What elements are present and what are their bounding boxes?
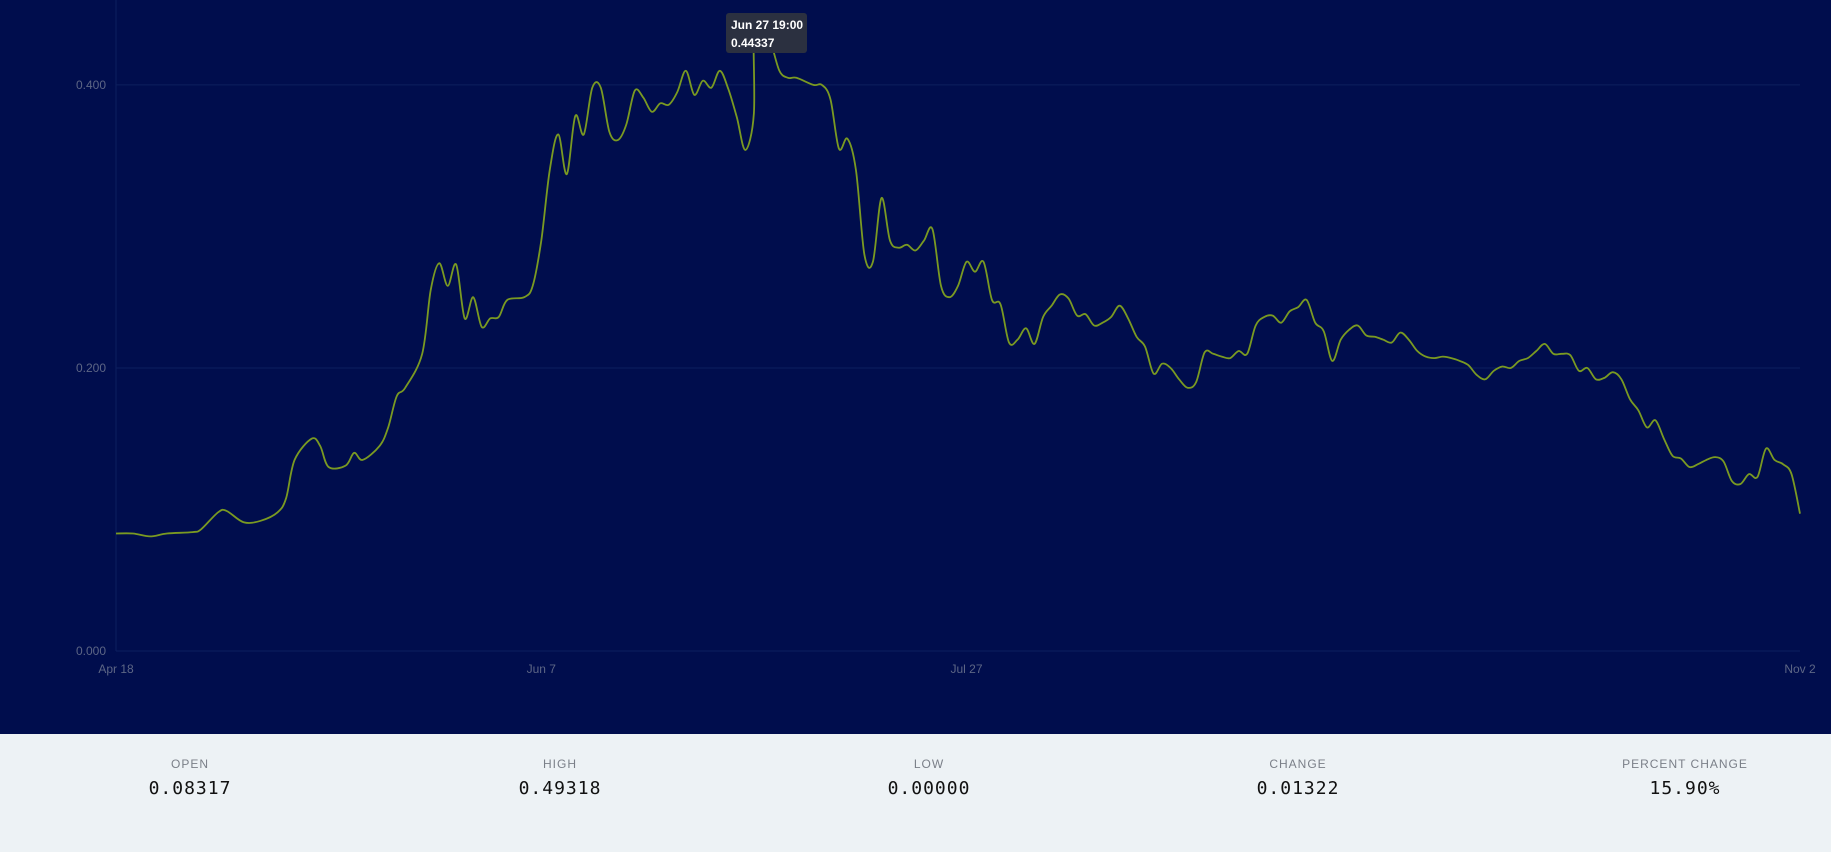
chart-area[interactable]: 0.000 0.200 0.400 Apr 18 Jun 7 Jul 27 Nov 2 J…	[0, 0, 1831, 734]
grid-lines	[116, 84, 1800, 369]
y-tick-label: 0.200	[76, 361, 106, 375]
stat-open: OPEN 0.08317	[60, 756, 320, 799]
x-axis-ticks: Apr 18 Jun 7 Jul 27 Nov 2	[98, 662, 1816, 676]
stat-label-open: OPEN	[170, 757, 209, 771]
stat-low: LOW 0.00000	[799, 756, 1059, 799]
stat-value-high: 0.49318	[518, 778, 602, 799]
tooltip-date: Jun 27 19:00	[731, 18, 804, 32]
y-axis-ticks: 0.000 0.200 0.400	[76, 78, 106, 658]
stat-value-change: 0.01322	[1256, 778, 1340, 799]
x-tick-label: Jul 27	[950, 662, 982, 676]
tooltip-value: 0.44337	[731, 36, 775, 50]
x-tick-label: Jun 7	[527, 662, 557, 676]
series-group[interactable]	[115, 15, 1801, 538]
stat-label-low: LOW	[913, 757, 945, 771]
chart-tooltip: Jun 27 19:00 0.44337	[726, 13, 807, 53]
x-tick-label: Apr 18	[98, 662, 134, 676]
stat-value-open: 0.08317	[148, 778, 232, 799]
stat-value-low: 0.00000	[887, 778, 971, 799]
y-tick-label: 0.400	[76, 78, 106, 92]
stat-percent-change: PERCENT CHANGE 15.90%	[1555, 756, 1815, 799]
stat-label-percent-change: PERCENT CHANGE	[1622, 757, 1748, 771]
series-line[interactable]	[115, 15, 1801, 538]
x-tick-label: Nov 2	[1784, 662, 1816, 676]
stats-panel: OPEN 0.08317 HIGH 0.49318 LOW 0.00000 CH…	[0, 734, 1831, 852]
stat-label-change: CHANGE	[1269, 757, 1327, 771]
y-tick-label: 0.000	[76, 644, 106, 658]
stat-value-percent-change: 15.90%	[1649, 778, 1721, 799]
stat-change: CHANGE 0.01322	[1168, 756, 1428, 799]
price-chart[interactable]: 0.000 0.200 0.400 Apr 18 Jun 7 Jul 27 Nov 2	[0, 0, 1831, 734]
stat-high: HIGH 0.49318	[430, 756, 690, 799]
stat-label-high: HIGH	[543, 757, 577, 771]
